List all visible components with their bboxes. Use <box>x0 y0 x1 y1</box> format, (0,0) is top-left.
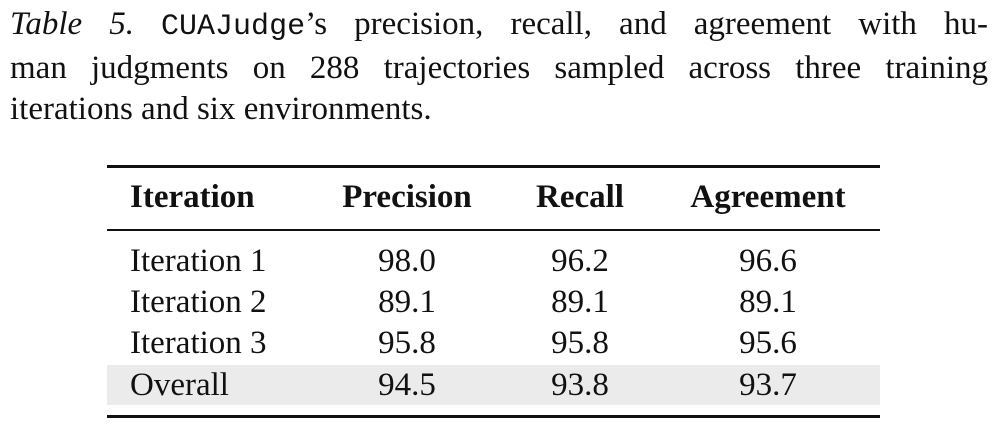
header-cell: Precision <box>342 179 472 215</box>
cell-value: 93.7 <box>739 367 797 403</box>
cell-value: 95.8 <box>551 325 609 361</box>
cell-value: 98.0 <box>378 243 436 279</box>
top-rule <box>107 165 880 168</box>
cell-value: 93.8 <box>551 367 609 403</box>
caption-text: ’s precision, recall, and agreement with… <box>305 6 988 42</box>
caption-code: CUAJudge <box>161 10 306 44</box>
row-label: Iteration 1 <box>130 243 267 279</box>
caption-line: iterations and six environments. <box>10 91 432 127</box>
caption-line: Table 5. CUAJudge’s precision, recall, a… <box>10 4 988 48</box>
cell-value: 94.5 <box>378 367 436 403</box>
caption-label: Table 5. <box>10 6 134 42</box>
header-cell: Recall <box>536 179 624 215</box>
cell-value: 89.1 <box>551 284 609 320</box>
cell-value: 89.1 <box>378 284 436 320</box>
row-label: Iteration 2 <box>130 284 267 320</box>
header-cell: Agreement <box>690 179 846 215</box>
cell-value: 95.8 <box>378 325 436 361</box>
row-highlight <box>107 365 880 405</box>
row-label: Overall <box>130 367 229 403</box>
caption-line: man judgments on 288 trajectories sample… <box>10 50 988 86</box>
cell-value: 96.6 <box>739 243 797 279</box>
bottom-rule <box>107 415 880 418</box>
header-cell: Iteration <box>130 179 255 215</box>
mid-rule <box>107 229 880 231</box>
cell-value: 96.2 <box>551 243 609 279</box>
row-label: Iteration 3 <box>130 325 267 361</box>
caption: Table 5. CUAJudge’s precision, recall, a… <box>10 4 988 130</box>
cell-value: 89.1 <box>739 284 797 320</box>
cell-value: 95.6 <box>739 325 797 361</box>
